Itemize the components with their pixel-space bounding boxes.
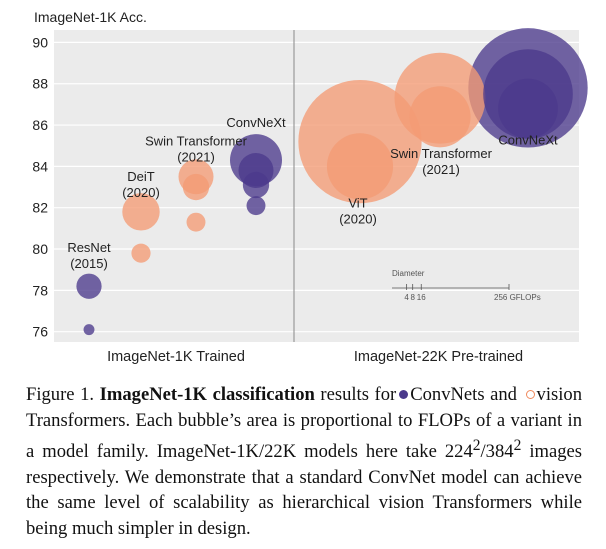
caption-figure-number: Figure 1.: [26, 384, 95, 405]
chart-svg: 76 78 80 82 84 86 88 90 ImageNet-1K Acc. ImageNet…: [32, 9, 588, 365]
size-legend-tick-label: 256 GFLOPs: [494, 293, 541, 302]
annotation-label: (2015): [70, 256, 108, 271]
y-tick-label: 86: [32, 117, 48, 133]
caption-sup-2: 2: [513, 437, 522, 454]
caption-text-3: vision Transformers. Each bubble’s area …: [26, 384, 583, 463]
bubble: [122, 193, 160, 231]
annotation-label: Swin Transformer: [145, 134, 248, 149]
annotation-label: (2021): [177, 150, 215, 165]
bubble: [76, 273, 102, 299]
caption-text-5: images respectively. We demonstrate that…: [26, 441, 582, 539]
caption-bold-title: ImageNet-1K classification: [99, 384, 315, 405]
caption-sup-1: 2: [472, 437, 481, 454]
bubble: [498, 78, 558, 139]
caption-text-1: results for: [320, 384, 397, 405]
convnet-dot-icon: [399, 390, 409, 399]
bubble: [409, 86, 471, 148]
annotation-label: ConvNeXt: [226, 115, 286, 130]
y-tick-label: 84: [32, 158, 48, 174]
bubble: [131, 243, 151, 263]
size-legend-tick-label: 4: [404, 293, 409, 302]
bubble: [182, 173, 210, 201]
bubble: [242, 171, 270, 199]
figure-caption: Figure 1. ImageNet-1K classification res…: [26, 382, 582, 541]
y-tick-label: 78: [32, 282, 48, 298]
y-tick-label: 80: [32, 241, 48, 257]
bubble-chart: 76 78 80 82 84 86 88 90 ImageNet-1K Acc. ImageNet…: [32, 9, 588, 365]
y-tick-label: 88: [32, 76, 48, 92]
size-legend-title: Diameter: [392, 269, 425, 278]
y-tick-label: 76: [32, 324, 48, 340]
transformer-circle-icon: [525, 390, 535, 399]
bubble: [83, 324, 95, 336]
panel-label: ImageNet-22K Pre-trained: [354, 349, 523, 365]
y-axis-title: ImageNet-1K Acc.: [34, 9, 147, 25]
y-tick-label: 90: [32, 34, 48, 50]
annotation-label: ConvNeXt: [498, 133, 558, 148]
size-legend-tick-label: 16: [417, 293, 426, 302]
y-tick-label: 82: [32, 200, 48, 216]
annotation-label: Swin Transformer: [390, 146, 493, 161]
bubble: [246, 196, 266, 216]
caption-text-4: /384: [480, 441, 514, 463]
annotation-label: (2020): [122, 185, 160, 200]
annotation-label: ViT: [348, 196, 367, 211]
annotation-label: DeiT: [127, 169, 155, 184]
annotation-label: (2021): [422, 162, 460, 177]
annotation-label: ResNet: [67, 240, 111, 255]
panel-label: ImageNet-1K Trained: [107, 349, 245, 365]
bubble: [186, 212, 206, 232]
caption-text-2: ConvNets and: [410, 384, 517, 405]
annotation-label: (2020): [339, 212, 377, 227]
size-legend-tick-label: 8: [410, 293, 415, 302]
bubble: [326, 133, 394, 200]
